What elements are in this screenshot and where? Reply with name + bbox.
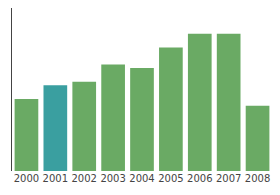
svg-text:2004: 2004 <box>129 173 154 184</box>
svg-text:2008: 2008 <box>245 173 270 184</box>
svg-text:2001: 2001 <box>43 173 68 184</box>
svg-text:2006: 2006 <box>187 173 212 184</box>
svg-text:2003: 2003 <box>100 173 125 184</box>
svg-text:2002: 2002 <box>71 173 96 184</box>
svg-text:2007: 2007 <box>216 173 241 184</box>
svg-text:2005: 2005 <box>158 173 183 184</box>
svg-text:2000: 2000 <box>14 173 39 184</box>
